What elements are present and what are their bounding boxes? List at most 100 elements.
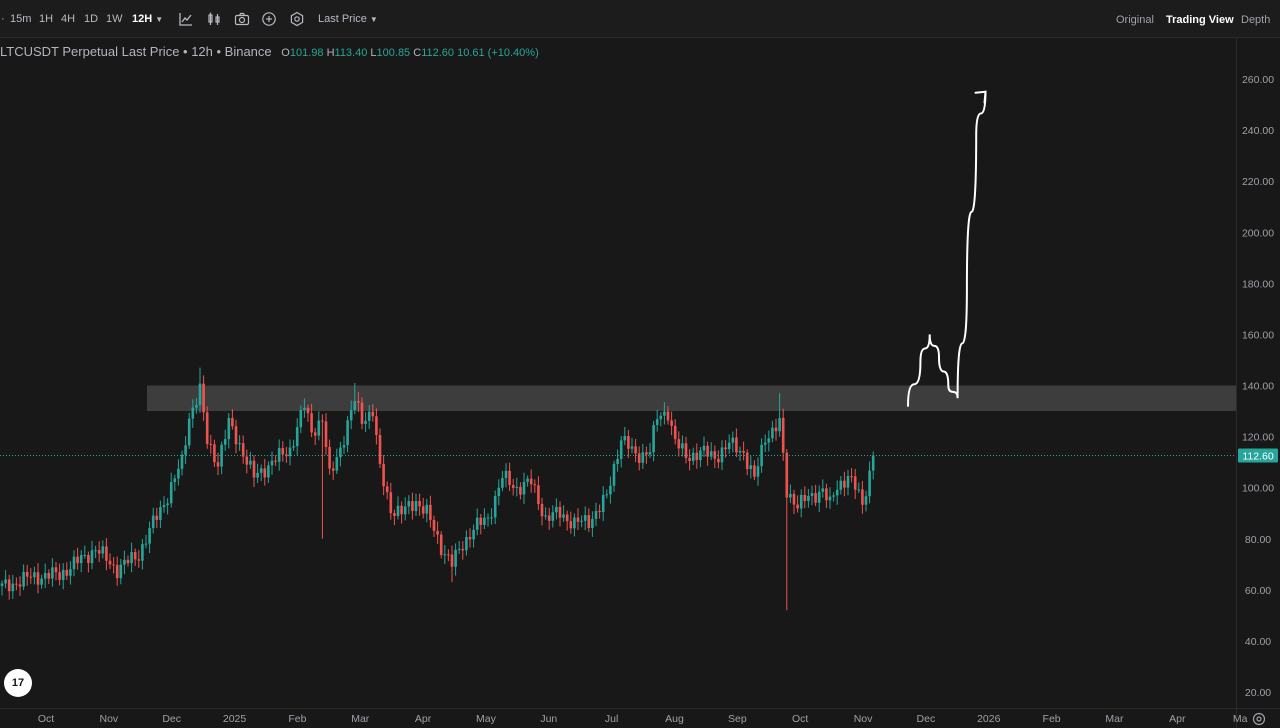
projection-drawing[interactable]	[907, 90, 987, 407]
candle-body	[267, 465, 270, 478]
candle	[828, 487, 832, 509]
candle-body	[295, 427, 299, 447]
candle	[159, 500, 162, 529]
candle	[33, 566, 36, 585]
candle	[187, 412, 191, 449]
candle-body	[411, 501, 414, 512]
view-tab-trading-view[interactable]: Trading View	[1166, 14, 1234, 26]
ohlc-values: O101.98 H113.40 L100.85 C112.60 10.61 (+…	[281, 47, 538, 59]
toolbar-left-cutoff: ·	[1, 13, 5, 25]
candle-body	[281, 448, 285, 455]
timeframe-4h[interactable]: 4H	[61, 13, 76, 25]
candle	[691, 447, 695, 466]
candle	[90, 540, 94, 570]
candle	[519, 482, 522, 500]
candle	[756, 457, 760, 486]
candle	[853, 468, 857, 499]
timeframe-15m[interactable]: 15m	[10, 13, 32, 25]
candle-body	[418, 501, 421, 507]
candle-body	[789, 493, 792, 498]
candle-body	[724, 447, 727, 450]
candle-body	[11, 583, 15, 592]
candle-body	[213, 444, 216, 463]
candle	[4, 570, 7, 589]
candle	[774, 418, 778, 441]
timeframe-12h[interactable]: 12H ▼	[132, 13, 163, 25]
candle	[115, 556, 119, 586]
x-tick-label: Oct	[792, 713, 808, 725]
candle-body	[238, 443, 241, 445]
candle-body	[25, 571, 29, 577]
candle-body	[544, 515, 547, 517]
price-chart[interactable]: 112.60 260.00 240.00 220.00 200.00 180.00 160…	[0, 38, 1280, 728]
candle-body	[569, 521, 573, 529]
candle	[857, 482, 861, 494]
candle-body	[706, 445, 709, 457]
candle	[385, 481, 389, 500]
candle-type-icon[interactable]	[206, 11, 222, 27]
plus-circle-icon[interactable]	[261, 11, 277, 27]
settings-icon[interactable]	[289, 11, 305, 27]
high-key: H	[326, 47, 335, 59]
indicators-icon[interactable]	[178, 11, 194, 27]
candle-body	[299, 410, 303, 428]
candle-body	[853, 476, 857, 490]
resistance-zone[interactable]	[147, 385, 1236, 412]
candle	[814, 484, 817, 507]
candle-body	[763, 442, 767, 445]
candle-body	[627, 436, 630, 449]
candle-body	[234, 426, 238, 445]
candle	[443, 544, 447, 565]
candle-body	[720, 447, 724, 463]
candle-body	[195, 405, 198, 408]
candle	[641, 443, 645, 469]
candle	[630, 438, 634, 454]
chart-legend: LTCUSDT Perpetual Last Price • 12h • Bin…	[0, 44, 539, 59]
timeframe-1w[interactable]: 1W	[106, 13, 123, 25]
candle	[180, 450, 184, 476]
candle-body	[357, 401, 360, 403]
view-tab-original[interactable]: Original	[1116, 14, 1154, 26]
candle	[29, 568, 33, 584]
candle-body	[807, 495, 810, 501]
candle-body	[0, 583, 4, 587]
timeframe-1d[interactable]: 1D	[84, 13, 99, 25]
candle-body	[630, 446, 634, 449]
price-type-select[interactable]: Last Price ▼	[318, 13, 378, 25]
candle	[623, 426, 627, 446]
candle	[256, 463, 259, 484]
candle	[274, 455, 277, 466]
y-tick-label: 220.00	[1242, 176, 1274, 188]
candle	[364, 412, 367, 433]
candle-body	[551, 512, 555, 521]
candle	[778, 393, 781, 437]
candle-body	[857, 489, 861, 491]
tradingview-logo[interactable]: 17	[4, 669, 32, 697]
candle-body	[306, 407, 310, 414]
view-tab-depth[interactable]: Depth	[1241, 14, 1271, 26]
candle	[587, 508, 591, 533]
candle	[339, 441, 342, 467]
candle-body	[205, 412, 209, 444]
candle-body	[252, 460, 256, 478]
candle	[177, 459, 180, 486]
candle-body	[245, 456, 249, 465]
candle	[432, 515, 436, 537]
candle	[220, 441, 223, 475]
candle-body	[810, 493, 814, 496]
y-tick-label: 240.00	[1242, 125, 1274, 137]
camera-icon[interactable]	[234, 11, 250, 27]
candle-body	[187, 418, 191, 446]
candle-body	[850, 476, 853, 478]
candle	[580, 515, 583, 528]
axis-settings-icon[interactable]	[1252, 712, 1266, 726]
candle	[281, 441, 285, 462]
timeframe-1h[interactable]: 1H	[39, 13, 54, 25]
candle-body	[119, 564, 123, 579]
candle-body	[173, 478, 177, 483]
candle-body	[864, 496, 868, 505]
candle	[407, 495, 411, 515]
candle-body	[731, 437, 735, 443]
candle	[472, 524, 475, 548]
candle-body	[33, 572, 36, 578]
